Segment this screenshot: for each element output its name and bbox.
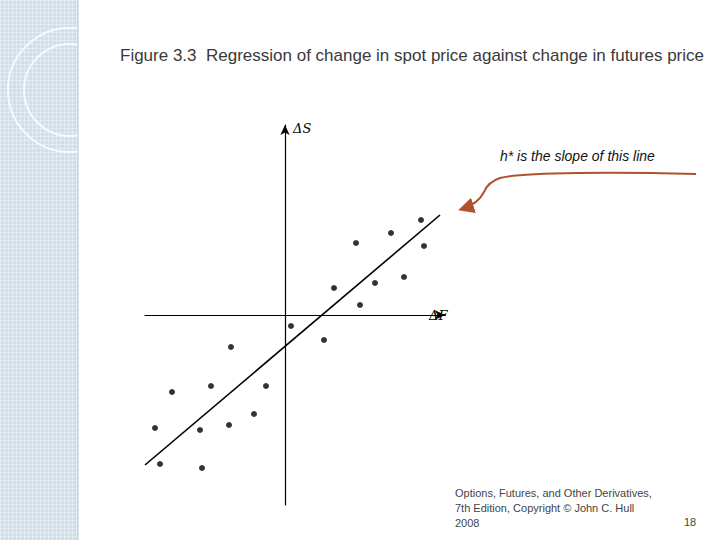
html-text:h* is the slope of this line: h* is the slope of this line bbox=[500, 148, 655, 164]
html-text:18: 18 bbox=[684, 516, 697, 528]
html-text:Figure 3.3 Regression of chang: Figure 3.3 Regression of change in spot … bbox=[120, 46, 704, 65]
svg-text:ΔF: ΔF bbox=[429, 307, 448, 323]
html-text:Options, Futures, and Other De: Options, Futures, and Other Derivatives, bbox=[455, 487, 652, 499]
html-text:2008: 2008 bbox=[455, 517, 480, 529]
html-text:7th Edition, Copyright © John: 7th Edition, Copyright © John C. Hull bbox=[455, 502, 635, 514]
svg-text:ΔS: ΔS bbox=[292, 121, 311, 136]
